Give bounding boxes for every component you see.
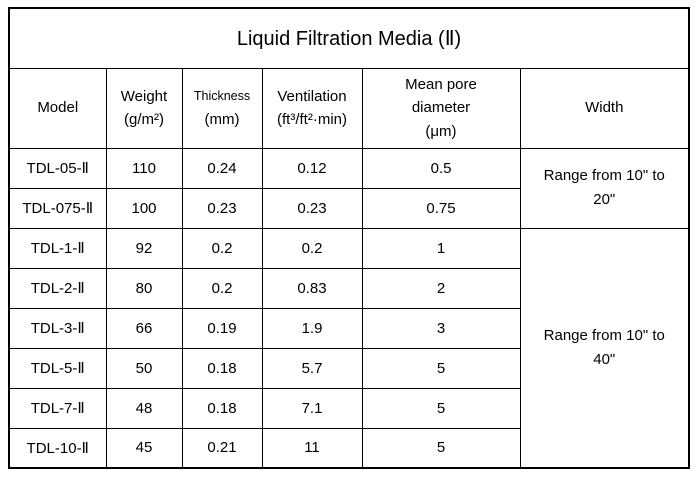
title-row: Liquid Filtration Media (Ⅱ) [8, 7, 690, 69]
header-label: Weight [120, 87, 168, 105]
header-unit: (ft³/ft²·min) [277, 111, 347, 128]
pore-diameter-cell: 0.5 [361, 147, 521, 189]
ventilation-cell: 11 [261, 427, 363, 469]
pore-diameter-cell: 3 [361, 307, 521, 349]
header-label: Model [37, 99, 79, 117]
col-header-width: Width [519, 67, 690, 149]
width-range-text: Range from 10" to 40" [543, 326, 665, 368]
model-cell: TDL-2-Ⅱ [8, 267, 107, 309]
header-label: Ventilation [277, 87, 347, 105]
weight-cell: 50 [105, 347, 183, 389]
header-unit: (mm) [204, 110, 240, 128]
row-tdl-10-ii: TDL-10-Ⅱ 45 0.21 11 5 [8, 427, 689, 469]
header-label: Width [585, 99, 624, 117]
ventilation-cell: 0.83 [261, 267, 363, 309]
model-cell: TDL-1-Ⅱ [8, 227, 107, 269]
ventilation-cell: 7.1 [261, 387, 363, 429]
col-header-thickness: Thickness (mm) [181, 67, 263, 149]
thickness-cell: 0.21 [181, 427, 263, 469]
header-label: Thickness [193, 88, 251, 103]
row-tdl-075-ii: TDL-075-Ⅱ 100 0.23 0.23 0.75 [8, 187, 689, 229]
model-cell: TDL-05-Ⅱ [8, 147, 107, 189]
table-title: Liquid Filtration Media (Ⅱ) [8, 7, 690, 69]
weight-cell: 110 [105, 147, 183, 189]
model-cell: TDL-5-Ⅱ [8, 347, 107, 389]
row-tdl-2-ii: TDL-2-Ⅱ 80 0.2 0.83 2 [8, 267, 689, 309]
pore-diameter-cell: 5 [361, 387, 521, 429]
pore-diameter-cell: 5 [361, 427, 521, 469]
row-tdl-1-ii: TDL-1-Ⅱ 92 0.2 0.2 1 Range from 10" to 4… [8, 227, 690, 469]
thickness-cell: 0.18 [181, 347, 263, 389]
thickness-cell: 0.24 [181, 147, 263, 189]
thickness-cell: 0.2 [181, 227, 263, 269]
thickness-cell: 0.19 [181, 307, 263, 349]
pore-diameter-cell: 0.75 [361, 187, 521, 229]
header-unit: (g/m²) [124, 111, 164, 128]
col-header-ventilation: Ventilation (ft³/ft²·min) [261, 67, 363, 149]
header-unit: (μm) [425, 122, 457, 140]
weight-cell: 48 [105, 387, 183, 429]
thickness-cell: 0.2 [181, 267, 263, 309]
weight-cell: 100 [105, 187, 183, 229]
ventilation-cell: 1.9 [261, 307, 363, 349]
col-header-weight: Weight (g/m²) [105, 67, 183, 149]
thickness-cell: 0.23 [181, 187, 263, 229]
weight-cell: 80 [105, 267, 183, 309]
model-cell: TDL-7-Ⅱ [8, 387, 107, 429]
weight-cell: 92 [105, 227, 183, 269]
row-tdl-5-ii: TDL-5-Ⅱ 50 0.18 5.7 5 [8, 347, 689, 389]
width-range-cell-10-20: Range from 10" to 20" [519, 147, 690, 229]
width-range-cell-10-40: Range from 10" to 40" [519, 227, 690, 469]
ventilation-cell: 0.2 [261, 227, 363, 269]
ventilation-cell: 5.7 [261, 347, 363, 389]
row-tdl-05-ii: TDL-05-Ⅱ 110 0.24 0.12 0.5 Range from 10… [8, 147, 690, 229]
weight-cell: 45 [105, 427, 183, 469]
model-cell: TDL-3-Ⅱ [8, 307, 107, 349]
width-range-text: Range from 10" to 20" [543, 167, 665, 208]
model-cell: TDL-075-Ⅱ [8, 187, 107, 229]
header-label: Mean pore diameter [405, 76, 477, 117]
model-cell: TDL-10-Ⅱ [8, 427, 107, 469]
header-row: Model Weight (g/m²) Thickness (mm) Venti… [8, 67, 690, 149]
pore-diameter-cell: 2 [361, 267, 521, 309]
pore-diameter-cell: 5 [361, 347, 521, 389]
ventilation-cell: 0.23 [261, 187, 363, 229]
thickness-cell: 0.18 [181, 387, 263, 429]
filtration-media-spec-table: Liquid Filtration Media (Ⅱ) Model Weight… [8, 7, 691, 469]
pore-diameter-cell: 1 [361, 227, 521, 269]
col-header-model: Model [8, 67, 107, 149]
weight-cell: 66 [105, 307, 183, 349]
ventilation-cell: 0.12 [261, 147, 363, 189]
col-header-pore-diameter: Mean pore diameter (μm) [361, 67, 521, 149]
